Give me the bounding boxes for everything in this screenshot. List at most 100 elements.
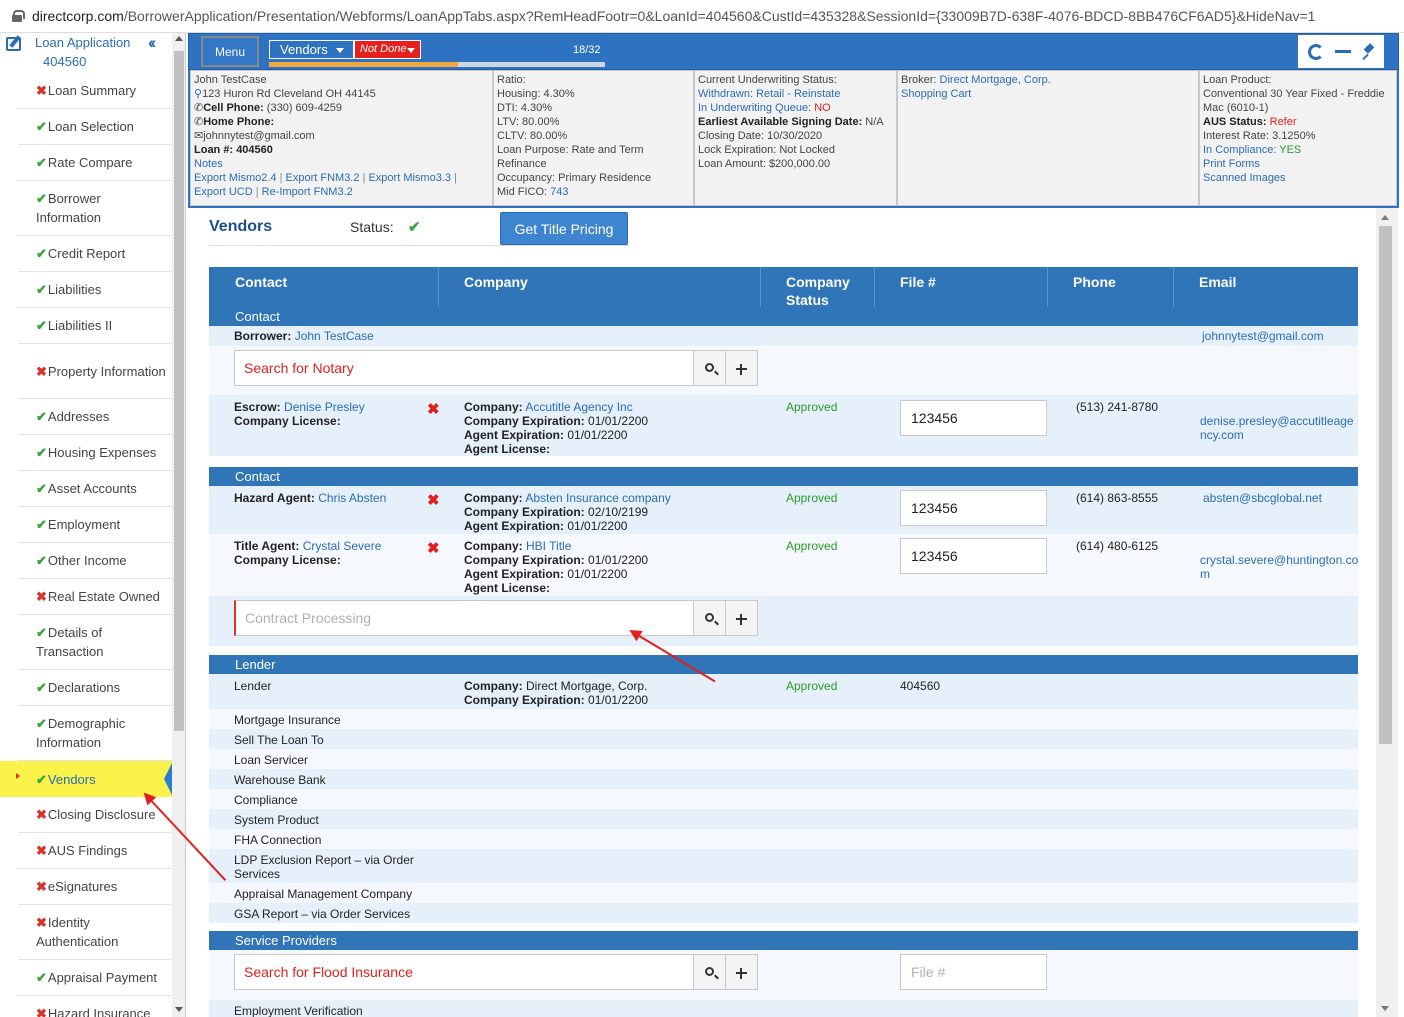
escrow-name-link[interactable]: Denise Presley: [284, 400, 365, 414]
main-scrollbar[interactable]: [1376, 208, 1398, 1017]
export-fnm32-link[interactable]: Export FNM3.2: [285, 172, 360, 184]
reimport-link[interactable]: Re-Import FNM3.2: [261, 186, 353, 198]
notary-search-input[interactable]: Search for Notary: [234, 350, 694, 386]
get-title-pricing-button[interactable]: Get Title Pricing: [500, 212, 628, 245]
check-icon: ✔: [36, 191, 47, 206]
search-icon: [705, 967, 714, 976]
withdrawn-link[interactable]: Withdrawn: Retail - Reinstate: [698, 88, 841, 100]
employment-verification-label: Employment Verification: [234, 1004, 363, 1017]
export-mismo24-link[interactable]: Export Mismo2.4: [194, 172, 277, 184]
sidebar-item[interactable]: ✔Loan Selection: [18, 109, 172, 145]
sidebar-item[interactable]: ✖eSignatures: [18, 869, 172, 905]
export-ucd-link[interactable]: Export UCD: [194, 186, 253, 198]
lender-row: Appraisal Management Company: [209, 883, 1358, 903]
sidebar-item[interactable]: ✔Addresses: [18, 399, 172, 435]
broker-link[interactable]: Direct Mortgage, Corp.: [939, 74, 1051, 86]
scroll-up-icon[interactable]: [1381, 215, 1389, 220]
title-email-link[interactable]: crystal.severe@huntington.co m: [1200, 553, 1358, 581]
status-select[interactable]: Not Done: [354, 40, 421, 59]
title-company-link[interactable]: HBI Title: [526, 539, 572, 553]
sidebar-item[interactable]: ✖Property Information: [18, 344, 172, 399]
escrow-email-line2: ncy.com: [1200, 428, 1244, 442]
title-email-line2: m: [1200, 567, 1210, 581]
refresh-icon[interactable]: [1307, 43, 1324, 60]
contract-add-button[interactable]: [725, 600, 758, 636]
print-forms-link[interactable]: Print Forms: [1203, 158, 1260, 170]
escrow-file-input[interactable]: 123456: [900, 400, 1047, 436]
flood-search-button[interactable]: [693, 954, 726, 990]
sidebar-item[interactable]: ✔Other Income: [18, 543, 172, 579]
contract-search-button[interactable]: [693, 600, 726, 636]
scanned-images-link[interactable]: Scanned Images: [1203, 172, 1286, 184]
borrower-name-link[interactable]: John TestCase: [294, 329, 374, 343]
escrow-company-link[interactable]: Accutitle Agency Inc: [525, 400, 633, 414]
escrow-contact: Escrow: Denise Presley: [234, 400, 365, 414]
hazard-email-link[interactable]: absten@sbcglobal.net: [1203, 491, 1322, 505]
sidebar-item[interactable]: ✔Liabilities II: [18, 308, 172, 344]
scrollbar-thumb[interactable]: [174, 51, 184, 731]
shopping-cart-link[interactable]: Shopping Cart: [901, 88, 972, 100]
sidebar-item-label: Identity Authentication: [36, 915, 119, 949]
sidebar-item[interactable]: ✔Demographic Information: [18, 706, 172, 761]
check-icon: ✔: [36, 680, 47, 695]
flood-add-button[interactable]: [725, 954, 758, 990]
borrower-email-link[interactable]: johnnytest@gmail.com: [1202, 329, 1324, 343]
flood-insurance-input[interactable]: Search for Flood Insurance: [234, 954, 694, 990]
sidebar-item[interactable]: ✖Real Estate Owned: [18, 579, 172, 615]
home-phone-icon: ✆: [194, 116, 204, 128]
sidebar-item[interactable]: ✖Loan Summary: [18, 73, 172, 109]
loan-number: 404560: [236, 144, 273, 156]
compliance-link[interactable]: In Compliance:: [1203, 144, 1277, 156]
scroll-down-icon[interactable]: [1381, 1006, 1389, 1011]
notes-link[interactable]: Notes: [194, 158, 223, 170]
sidebar-item[interactable]: ✔Credit Report: [18, 236, 172, 272]
notary-search-button[interactable]: [693, 350, 726, 386]
delete-icon[interactable]: ✖: [427, 401, 440, 418]
sidebar-item[interactable]: ✖Identity Authentication: [18, 905, 172, 960]
sidebar-item-label: Demographic Information: [36, 716, 126, 750]
title-file-input[interactable]: 123456: [900, 538, 1047, 574]
status-check-icon: ✔: [408, 219, 421, 236]
sidebar-title[interactable]: Loan Application: [35, 35, 131, 50]
sidebar-item[interactable]: ✖Hazard Insurance: [18, 996, 172, 1017]
delete-icon[interactable]: ✖: [427, 492, 440, 509]
scrollbar-thumb[interactable]: [1379, 226, 1392, 744]
hazard-file-input[interactable]: 123456: [900, 490, 1047, 526]
sidebar-item-label: Asset Accounts: [47, 481, 137, 496]
export-mismo33-link[interactable]: Export Mismo3.3: [368, 172, 451, 184]
minimize-icon[interactable]: [1334, 50, 1351, 53]
sidebar-item[interactable]: ✖AUS Findings: [18, 833, 172, 869]
section-select[interactable]: Vendors: [269, 40, 354, 59]
double-chevron-left-icon[interactable]: ‹‹: [148, 33, 157, 52]
sidebar-item[interactable]: ✔Appraisal Payment: [18, 960, 172, 996]
hazard-name-link[interactable]: Chris Absten: [318, 491, 387, 505]
notary-add-button[interactable]: [725, 350, 758, 386]
sidebar-item[interactable]: ✔Asset Accounts: [18, 471, 172, 507]
sidebar-item[interactable]: ✔Liabilities: [18, 272, 172, 308]
escrow-email-link[interactable]: denise.presley@accutitleage ncy.com: [1200, 414, 1358, 442]
delete-icon[interactable]: ✖: [427, 540, 440, 557]
sidebar-item[interactable]: ✔Details of Transaction: [18, 615, 172, 670]
sidebar-item-label: Loan Selection: [47, 119, 134, 134]
sidebar-item[interactable]: ✔Employment: [18, 507, 172, 543]
spacer: [209, 646, 1358, 655]
uw-queue-link[interactable]: In Underwriting Queue:: [698, 102, 812, 114]
contract-processing-input[interactable]: Contract Processing: [234, 600, 694, 636]
scroll-down-icon[interactable]: [175, 1007, 183, 1012]
sidebar-item[interactable]: ✖Closing Disclosure: [18, 797, 172, 833]
pin-icon[interactable]: [1362, 46, 1374, 58]
menu-button[interactable]: Menu: [201, 36, 259, 67]
address-bar[interactable]: directcorp.com/BorrowerApplication/Prese…: [0, 0, 1404, 33]
hazard-company-link[interactable]: Absten Insurance company: [525, 491, 671, 505]
sidebar-item[interactable]: ✔Rate Compare: [18, 145, 172, 181]
sidebar-item[interactable]: ✔Declarations: [18, 670, 172, 706]
sidebar-item[interactable]: ✔Borrower Information: [18, 181, 172, 236]
broker-info: Broker: Direct Mortgage, Corp. Shopping …: [897, 70, 1199, 206]
hazard-aexp-label: Agent Expiration:: [464, 519, 565, 533]
sidebar-item[interactable]: ✔Housing Expenses: [18, 435, 172, 471]
title-agent-name-link[interactable]: Crystal Severe: [302, 539, 382, 553]
fico-link[interactable]: 743: [550, 186, 569, 198]
sidebar-scrollbar[interactable]: [172, 33, 185, 1017]
scroll-up-icon[interactable]: [175, 36, 183, 41]
flood-file-input[interactable]: File #: [900, 954, 1047, 990]
